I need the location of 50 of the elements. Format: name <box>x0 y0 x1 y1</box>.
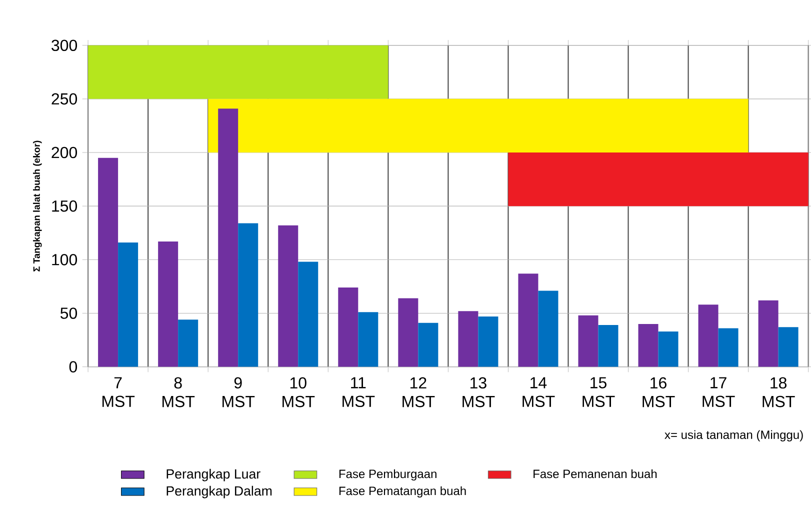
x-tick-label: 16 MST <box>642 377 675 408</box>
bar <box>158 242 178 368</box>
bar <box>278 226 298 368</box>
y-tick-label: 0 <box>69 361 78 373</box>
bar <box>698 304 718 368</box>
bar <box>398 298 418 368</box>
bar <box>338 288 358 368</box>
legend-label: Perangkap Dalam <box>166 486 272 499</box>
legend-label: Fase Pemanenan buah <box>534 470 657 478</box>
x-tick-label: 13 MST <box>462 377 495 408</box>
y-tick-label: 300 <box>52 40 78 52</box>
x-tick-label: 17 MST <box>702 377 735 408</box>
x-tick-label: 12 MST <box>402 377 435 408</box>
bar <box>638 324 658 368</box>
x-tick-label: 18 MST <box>762 377 795 408</box>
x-tick-label: 11 MST <box>342 377 375 408</box>
legend-label: Perangkap Luar <box>166 469 260 482</box>
x-tick-label: 7 MST <box>102 377 135 408</box>
legend-label: Fase Pemburgaan <box>339 470 436 481</box>
y-tick-label: 250 <box>52 94 78 105</box>
bar <box>98 158 118 368</box>
x-tick-label: 15 MST <box>582 377 615 408</box>
x-tick-label: 8 MST <box>162 377 195 408</box>
bar <box>658 332 678 368</box>
x-tick-label: 14 MST <box>522 377 555 408</box>
bar <box>538 290 558 368</box>
bar <box>518 274 538 368</box>
y-tick-label: 100 <box>52 254 78 266</box>
x-tick-label: 10 MST <box>282 377 315 408</box>
bar <box>178 320 198 368</box>
bar <box>118 242 138 368</box>
y-tick-label: 150 <box>52 200 78 212</box>
legend-label: Fase Pematangan buah <box>339 486 466 498</box>
y-tick-label: 200 <box>52 147 78 158</box>
bar <box>598 325 618 368</box>
bar <box>478 316 498 368</box>
y-axis-title: Σ Tangkapan lalat buah (ekor) <box>33 141 42 272</box>
bar <box>358 312 378 368</box>
bar <box>218 108 238 368</box>
bar <box>298 262 318 368</box>
bar <box>578 316 598 368</box>
bar <box>758 300 778 368</box>
bar <box>718 328 738 368</box>
bar <box>238 223 258 368</box>
bar <box>418 323 438 368</box>
bar <box>458 311 478 368</box>
x-tick-label: 9 MST <box>222 377 255 408</box>
y-tick-label: 50 <box>60 308 78 320</box>
x-axis-title: x= usia tanaman (Minggu) <box>664 430 803 442</box>
bar <box>778 327 798 368</box>
